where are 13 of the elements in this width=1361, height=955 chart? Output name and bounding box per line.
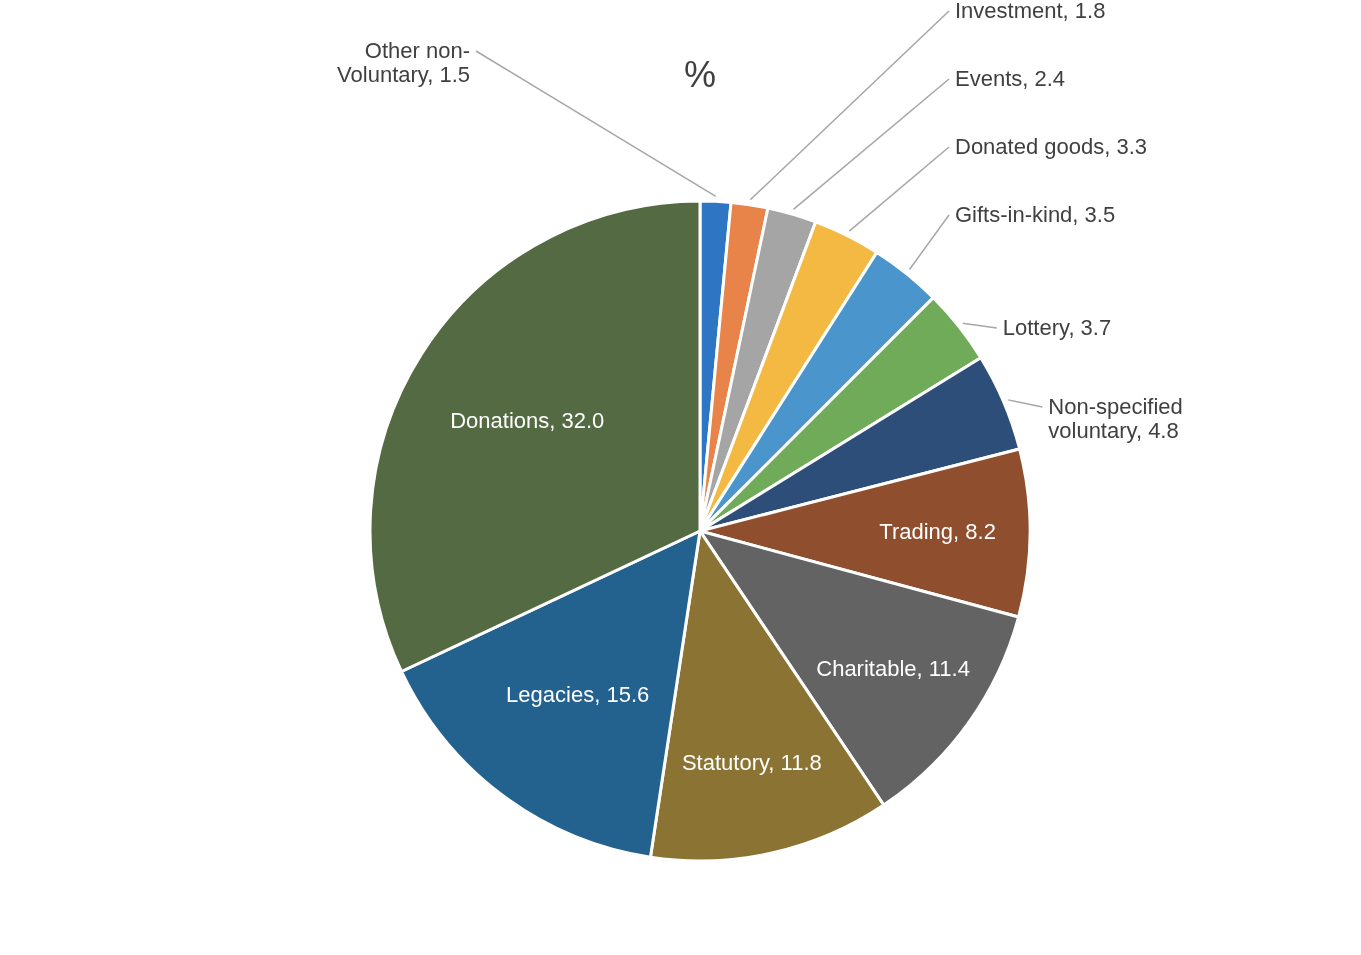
slice-label: Other non-Voluntary, 1.5 — [337, 38, 470, 87]
slice-label: Lottery, 3.7 — [1002, 315, 1112, 340]
slice-label: Events, 2.4 — [955, 66, 1066, 91]
slice-label: Donations, 32.0 — [450, 408, 605, 434]
slice-label: Investment, 1.8 — [955, 0, 1106, 23]
text: % — [683, 54, 717, 95]
slice-label: Gifts-in-kind, 3.5 — [955, 202, 1116, 227]
slice-label: Charitable, 11.4 — [816, 656, 970, 682]
slice-label: Statutory, 11.8 — [681, 749, 822, 775]
slice-label: Trading, 8.2 — [879, 519, 996, 545]
slice-label: Legacies, 15.6 — [506, 682, 650, 707]
slice-label: Donated goods, 3.3 — [955, 134, 1148, 159]
slice-label: Non-specified voluntary, 4.8 — [1048, 394, 1183, 443]
